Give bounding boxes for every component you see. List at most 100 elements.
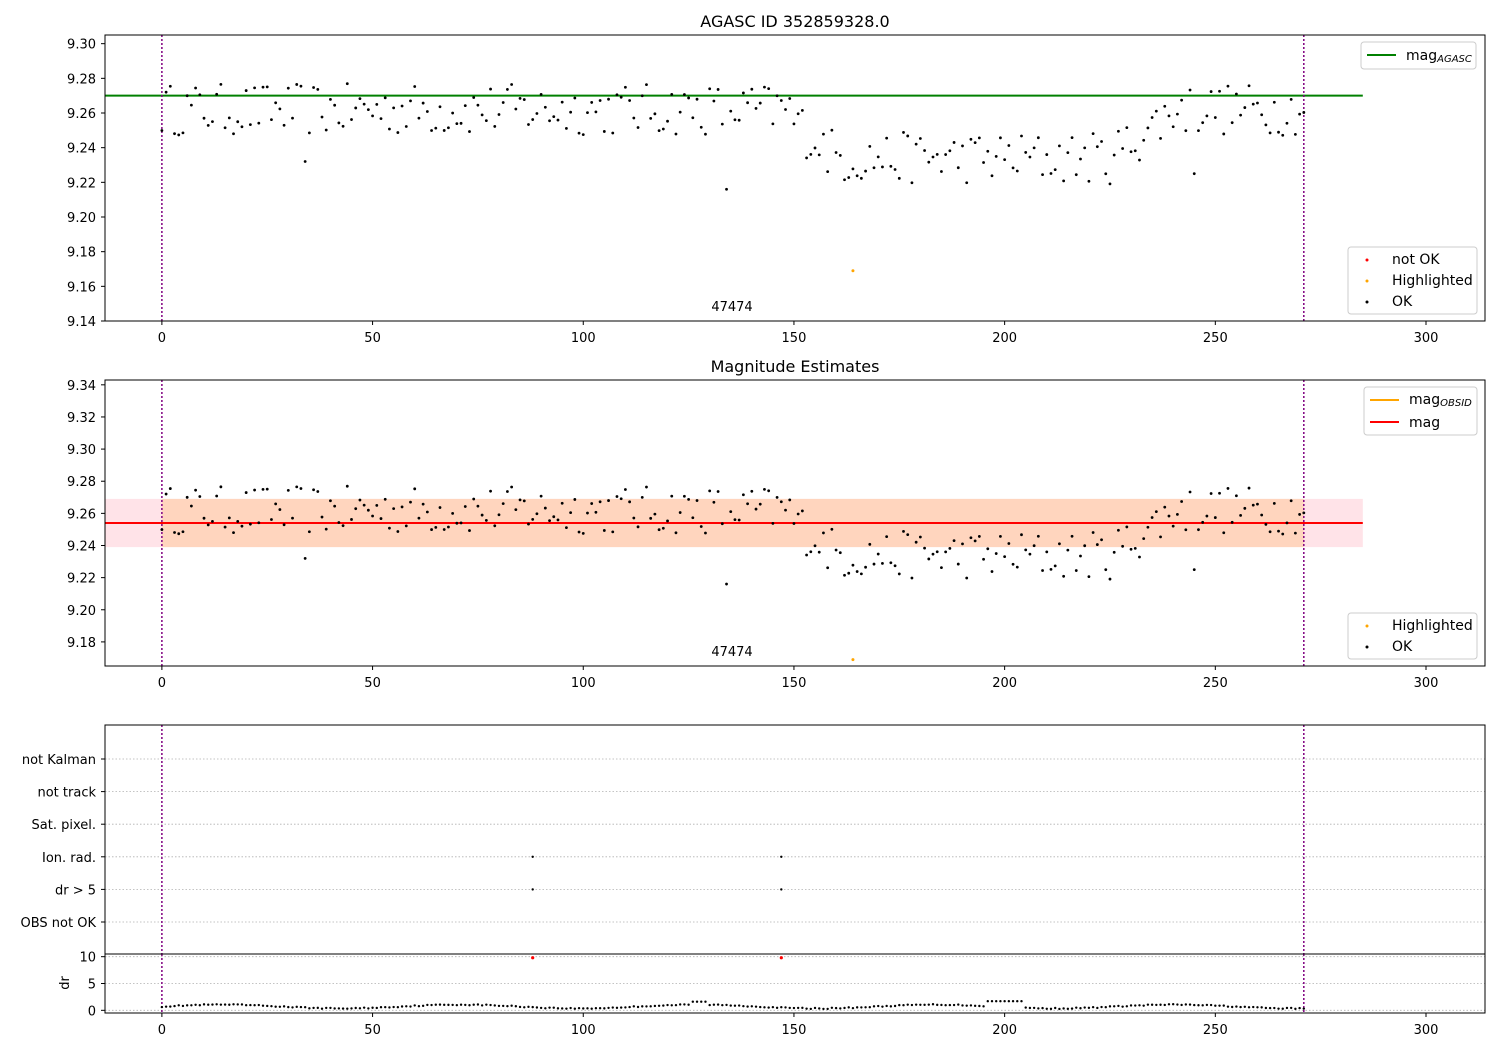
ok-point — [784, 108, 787, 111]
ok-point — [674, 531, 678, 535]
dr-point — [1129, 1004, 1133, 1007]
flag-row-label: not track — [37, 786, 96, 801]
dr-point — [940, 1003, 943, 1007]
ok-point — [1117, 528, 1120, 532]
dr-point — [978, 1004, 981, 1008]
ok-point — [1230, 121, 1234, 125]
ok-point — [1272, 100, 1276, 104]
ok-point — [577, 530, 581, 534]
ok-point — [758, 101, 762, 105]
ok-point — [817, 153, 821, 157]
ok-point — [872, 562, 876, 566]
dr-point — [316, 1006, 319, 1010]
ok-point — [307, 131, 311, 135]
ok-point — [598, 99, 602, 102]
dr-point — [826, 1007, 829, 1011]
dr-point — [721, 1003, 724, 1007]
dr-point — [303, 1006, 307, 1009]
dr-point — [742, 1004, 745, 1008]
ok-point — [813, 544, 817, 548]
ok-point — [864, 169, 867, 173]
dr-point — [678, 1003, 682, 1006]
ok-point — [1234, 494, 1238, 498]
ok-point — [173, 132, 176, 136]
dr-point — [687, 1003, 690, 1006]
ok-point — [611, 530, 615, 534]
ok-point — [1121, 544, 1125, 548]
ok-point — [720, 122, 724, 126]
ok-point — [1213, 516, 1217, 519]
ok-point — [1100, 140, 1103, 143]
ok-point — [678, 110, 682, 114]
ok-point — [383, 96, 387, 100]
ok-point — [973, 141, 977, 145]
ok-point — [784, 508, 787, 512]
dr-point — [893, 1004, 897, 1008]
ok-point — [851, 563, 855, 567]
ok-point — [417, 116, 421, 120]
top-chart-title: AGASC ID 352859328.0 — [700, 12, 889, 31]
middle-ok-legend-marker — [1365, 645, 1369, 649]
dr-point — [813, 1006, 817, 1010]
ok-point — [1062, 574, 1066, 578]
ok-point — [329, 97, 332, 101]
ok-point — [800, 108, 804, 112]
dr-point — [788, 1006, 791, 1010]
ok-point — [194, 86, 197, 90]
ok-point — [628, 99, 632, 102]
top-obsid-label: 47474 — [711, 300, 752, 315]
ok-point — [994, 552, 998, 555]
dr-point — [759, 1005, 762, 1009]
top-legend-agasc: magAGASC — [1360, 41, 1477, 70]
dr-point — [1159, 1003, 1162, 1006]
flag-point — [531, 855, 534, 858]
dr-point — [480, 1004, 484, 1007]
dr-point — [750, 1005, 754, 1008]
ok-point — [687, 96, 691, 100]
dr-point — [405, 1005, 408, 1008]
dr-point — [535, 1006, 539, 1009]
dr-point — [1285, 1006, 1289, 1010]
magnitude-vs-time-panel: AGASC ID 352859328.0 9.14 9.16 9.18 9.20 9.2… — [67, 12, 1486, 346]
ok-point — [168, 84, 172, 88]
ok-point — [409, 500, 412, 504]
ok-point — [914, 540, 918, 544]
dr-point — [683, 1003, 686, 1006]
ok-point — [910, 576, 914, 580]
ok-point — [463, 104, 467, 108]
ok-point — [257, 121, 261, 125]
ok-point — [577, 131, 581, 135]
dr-point — [839, 1007, 842, 1010]
dr-point — [489, 1003, 492, 1007]
y-tick-label: 9.22 — [67, 176, 96, 191]
dr-flagged-point — [531, 956, 535, 960]
ok-point — [421, 502, 425, 506]
ok-point — [1298, 513, 1301, 516]
ok-point — [1058, 542, 1061, 546]
agasc-legend-subscript: AGASC — [1436, 54, 1472, 65]
dr-point — [556, 1007, 560, 1010]
dr-point — [1104, 1006, 1107, 1009]
x-tick-label: 200 — [992, 331, 1017, 346]
dr-point — [809, 1007, 813, 1011]
y-tick-label: 9.24 — [67, 539, 96, 554]
ok-point — [438, 105, 442, 109]
dr-point — [413, 1004, 416, 1007]
dr-point — [219, 1003, 223, 1006]
ok-point — [333, 504, 337, 508]
ok-point — [670, 494, 674, 498]
flag-row-label: Sat. pixel. — [32, 818, 96, 833]
dr-point — [1070, 1007, 1074, 1010]
dr-axis-label: dr — [58, 976, 73, 990]
ok-point — [307, 530, 311, 534]
ok-point — [379, 117, 383, 121]
dr-point — [628, 1005, 631, 1009]
ok-point — [227, 516, 231, 520]
dr-point — [514, 1005, 518, 1008]
ok-point — [434, 126, 438, 130]
x-tick-label: 150 — [782, 331, 807, 346]
ok-point — [501, 502, 505, 506]
dr-point — [716, 1003, 720, 1006]
dr-point — [927, 1003, 930, 1006]
ok-point — [539, 494, 543, 498]
